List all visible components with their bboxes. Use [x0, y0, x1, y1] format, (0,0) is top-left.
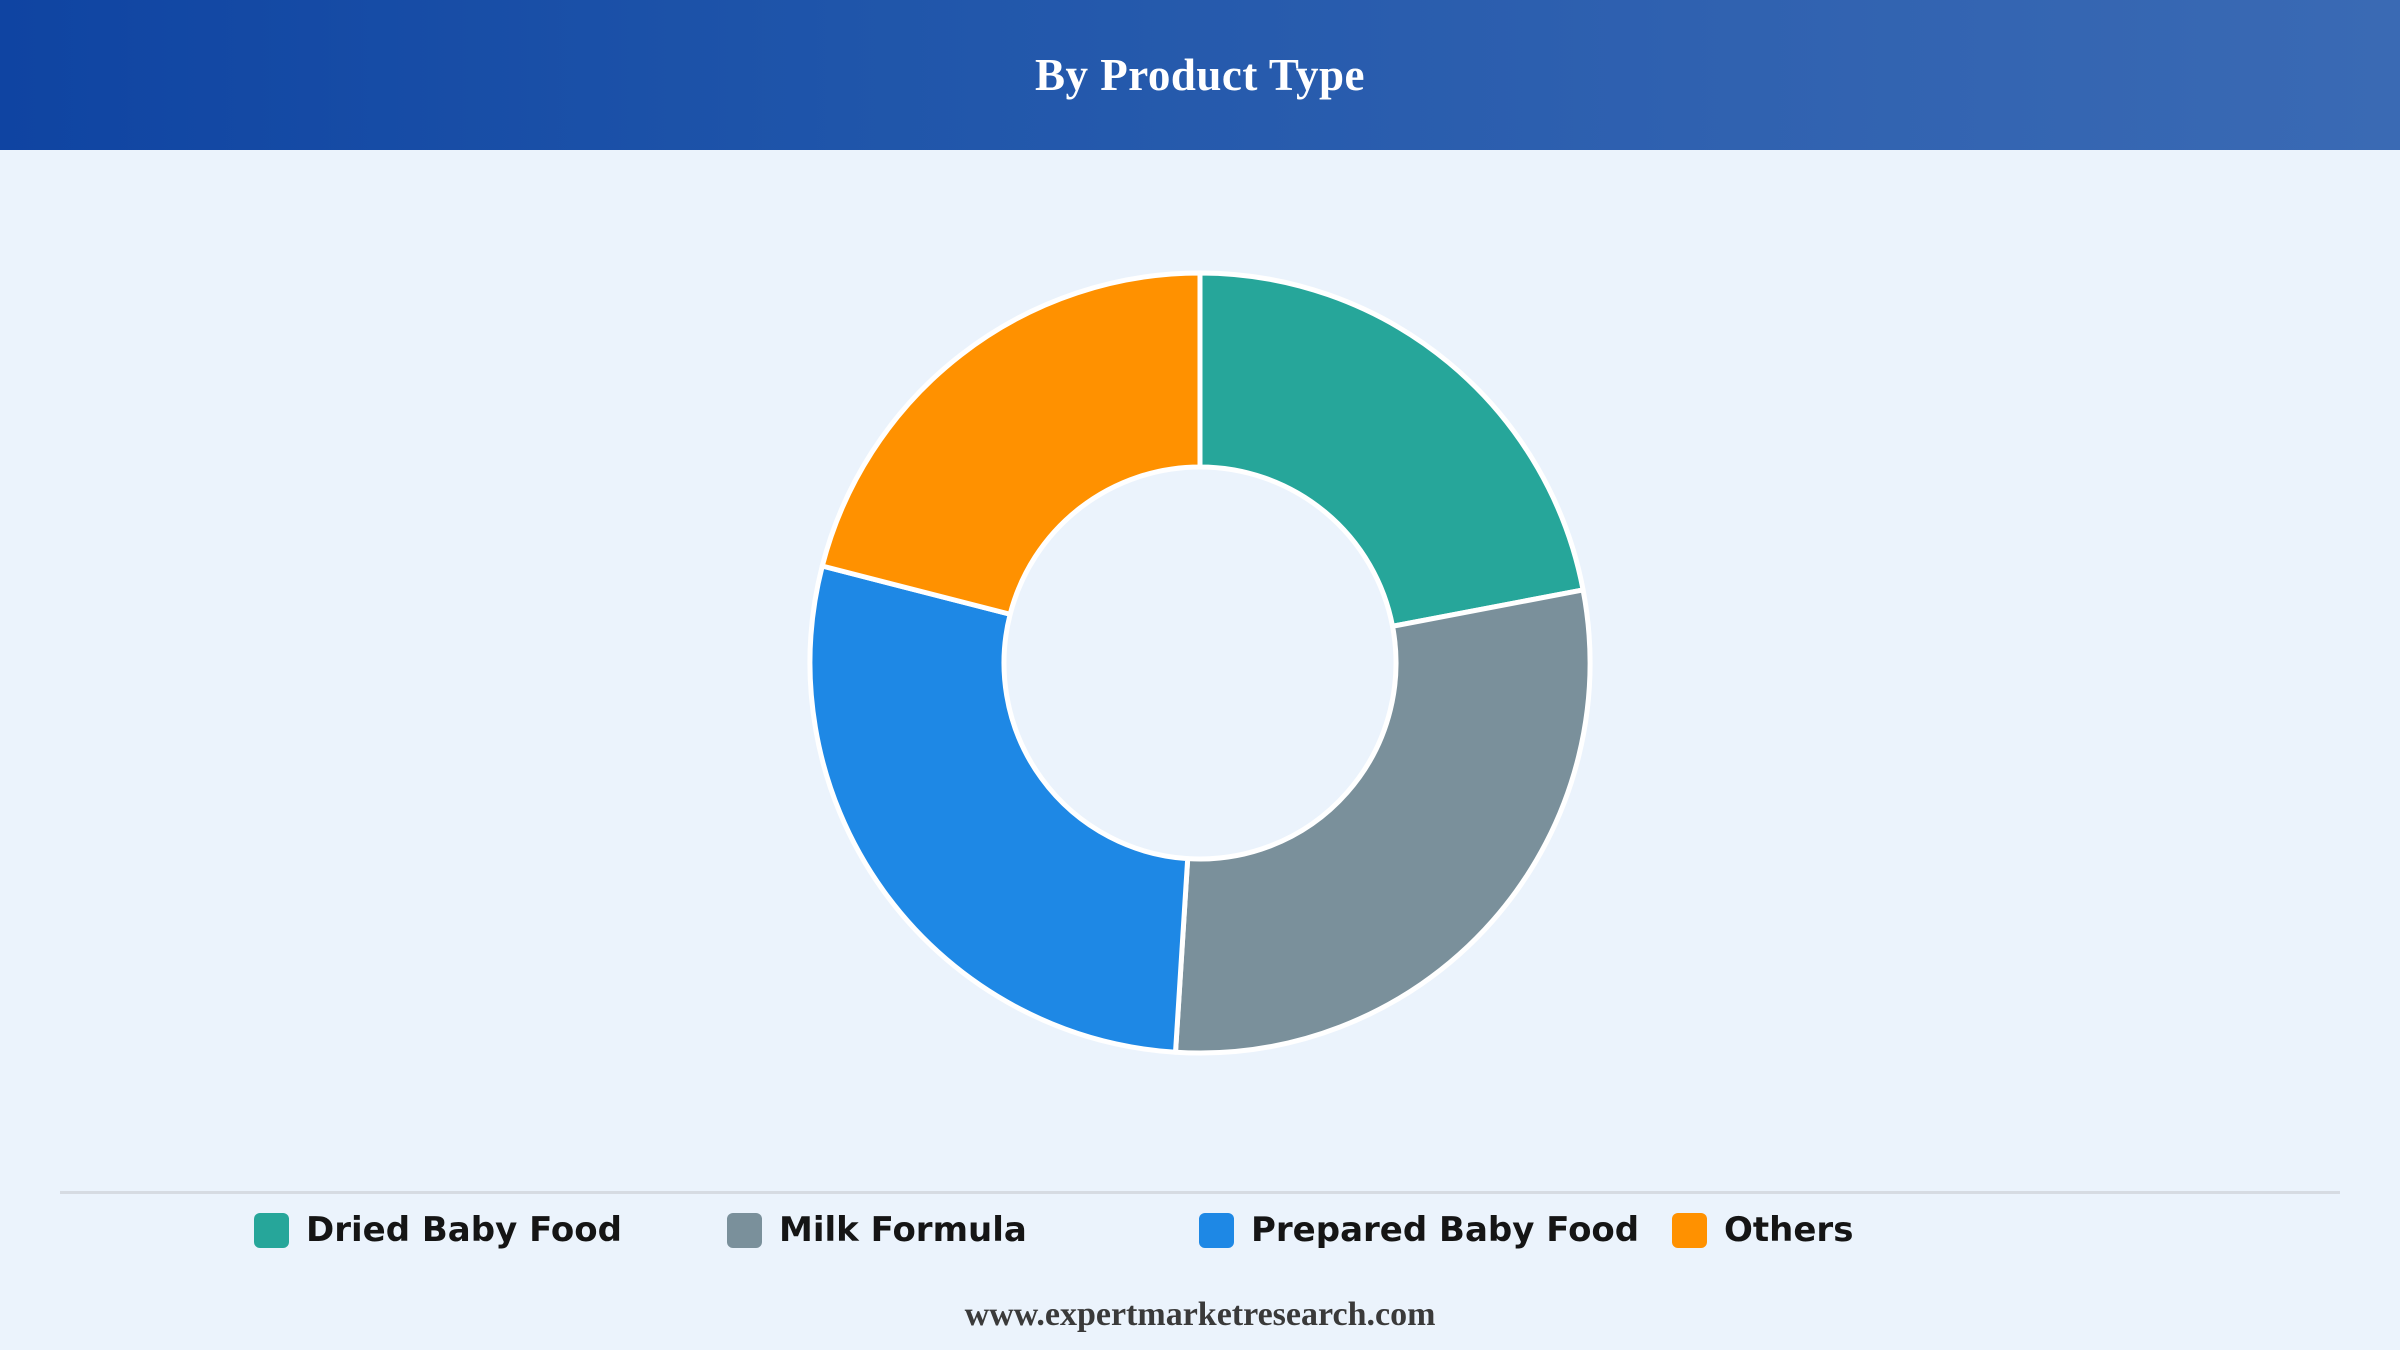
- chart-area: [0, 150, 2400, 1190]
- legend-divider: [60, 1191, 2340, 1194]
- source-url: www.expertmarketresearch.com: [964, 1296, 1436, 1333]
- legend-label: Dried Baby Food: [306, 1210, 622, 1250]
- legend-swatch: [727, 1212, 762, 1248]
- donut-slice-others[interactable]: [819, 270, 1203, 617]
- donut-slice-dried-baby-food[interactable]: [1197, 270, 1586, 629]
- legend-item-prepared-baby-food[interactable]: Prepared Baby Food: [1199, 1206, 1639, 1254]
- legend-swatch: [1672, 1212, 1707, 1248]
- legend-label: Milk Formula: [779, 1210, 1027, 1250]
- legend-swatch: [1199, 1212, 1234, 1248]
- donut-slice-milk-formula[interactable]: [1173, 587, 1593, 1056]
- legend-item-others[interactable]: Others: [1672, 1206, 1853, 1254]
- chart-title: By Product Type: [1034, 50, 1366, 100]
- chart-legend: Dried Baby Food Milk Formula Prepared Baby…: [0, 1206, 2400, 1254]
- legend-swatch: [254, 1212, 289, 1248]
- legend-item-dried-baby-food[interactable]: Dried Baby Food: [254, 1206, 622, 1254]
- legend-item-milk-formula[interactable]: Milk Formula: [727, 1206, 1027, 1254]
- header-banner: By Product Type: [0, 0, 2400, 150]
- legend-label: Prepared Baby Food: [1251, 1210, 1640, 1250]
- legend-label: Others: [1724, 1210, 1854, 1250]
- donut-slice-prepared-baby-food[interactable]: [807, 563, 1191, 1055]
- donut-chart: [807, 270, 1593, 1056]
